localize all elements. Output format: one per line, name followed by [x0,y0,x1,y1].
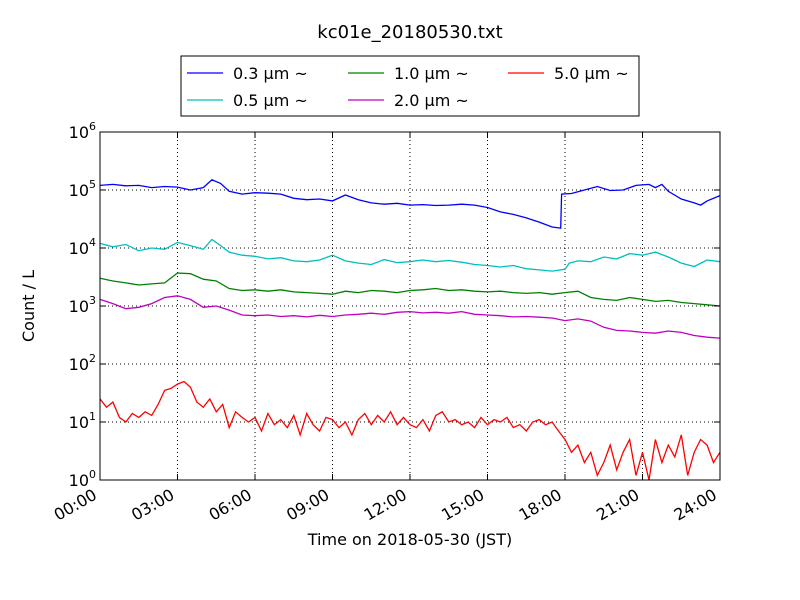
series-line-3 [99,272,721,307]
series-line-2 [99,238,721,272]
y-tick-label: 102 [69,352,96,374]
legend-label-1: 0.3 μm ~ [233,64,308,83]
y-tick-label: 106 [69,120,96,142]
series-line-5 [99,380,721,481]
series-line-1 [99,179,721,229]
legend-label-3: 1.0 μm ~ [394,64,469,83]
y-tick-label: 105 [69,178,96,200]
series-line-4 [99,295,721,339]
y-tick-label: 101 [69,410,96,432]
y-axis-label: Count / L [19,270,38,342]
legend-box [180,55,640,117]
series-lines [99,179,721,481]
legend-label-2: 0.5 μm ~ [233,91,308,110]
legend-label-4: 2.0 μm ~ [394,91,469,110]
x-axis-label: Time on 2018-05-30 (JST) [307,530,512,549]
y-tick-label: 104 [69,236,96,258]
y-tick-label: 100 [69,468,96,490]
y-tick-label: 103 [69,294,96,316]
chart-title: kc01e_20180530.txt [317,22,502,43]
legend-label-5: 5.0 μm ~ [554,64,629,83]
legend: 0.3 μm ~ 0.5 μm ~ 1.0 μm ~ 2.0 μm ~ 5.0 μm ~ [180,55,640,117]
